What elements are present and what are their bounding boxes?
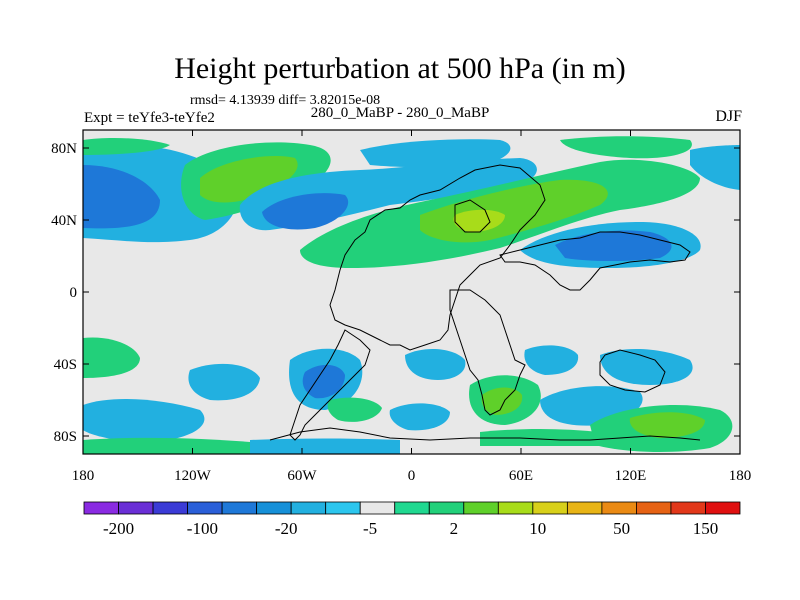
nh-east-asia-low-core	[555, 230, 672, 261]
colorbar-swatch	[83, 501, 119, 515]
coastline-americas	[329, 164, 546, 351]
x-tick-label: 120W	[174, 468, 212, 484]
y-tick-labels: 80N 40N 0 40S 80S	[51, 141, 77, 445]
x-tick-label: 180	[729, 468, 752, 484]
sh-pacific-blue	[188, 363, 260, 401]
colorbar-labels: -200 -100 -20 -5 2 10 50 150	[103, 519, 718, 538]
colorbar	[83, 501, 741, 515]
x-tick-label: 180	[72, 468, 95, 484]
nh-central-asia-peak	[453, 209, 505, 232]
experiment-label: Expt = teYfe3-teYfe2	[84, 110, 215, 126]
coastline-layer	[269, 164, 701, 441]
field-layer	[83, 130, 740, 454]
colorbar-label: -100	[187, 519, 218, 538]
coastline-australia	[599, 349, 666, 393]
colorbar-swatch	[566, 501, 603, 515]
colorbar-swatch	[256, 501, 292, 515]
rmsd-diff-text: rmsd= 4.13939 diff= 3.82015e-08	[190, 93, 381, 108]
colorbar-swatch	[394, 501, 430, 515]
sh-southeast-pacific-blue	[83, 398, 205, 442]
y-tick-label: 80S	[54, 429, 77, 445]
sh-antarctic-blue	[389, 403, 450, 431]
colorbar-label: 150	[693, 519, 719, 538]
sh-antarctic-strip-green	[83, 437, 250, 454]
coastline-antarctica	[269, 427, 701, 441]
sh-antarctic-strip-blue	[250, 438, 400, 454]
colorbar-label: 10	[529, 519, 546, 538]
colorbar-swatch	[670, 501, 706, 515]
nh-pacific-high-core	[200, 156, 298, 203]
colorbar-swatch	[463, 501, 499, 515]
x-tick-labels: 180 120W 60W 0 60E 120E 180	[72, 468, 752, 484]
sh-antarctic-strip-green-2	[480, 429, 600, 446]
sh-australia-blue	[600, 348, 693, 385]
y-tick-label: 0	[70, 285, 78, 301]
colorbar-swatch	[325, 501, 361, 515]
x-tick-label: 60E	[509, 468, 533, 484]
y-tick-label: 40N	[51, 213, 77, 229]
colorbar-swatch	[359, 501, 396, 515]
y-tick-label: 40S	[54, 357, 77, 373]
x-tick-label: 0	[408, 468, 416, 484]
nh-siberia-green	[560, 136, 692, 159]
x-tick-label: 60W	[287, 468, 317, 484]
colorbar-label: -200	[103, 519, 134, 538]
coastline-eurasia	[499, 231, 691, 291]
colorbar-swatch	[532, 501, 568, 515]
chart-subtitle: 280_0_MaBP - 280_0_MaBP	[310, 105, 490, 121]
y-tick-label: 80N	[51, 141, 77, 157]
season-label: DJF	[715, 108, 742, 125]
nh-pacific-low-blue	[83, 165, 160, 229]
nh-ne-pacific-blue	[690, 145, 740, 190]
colorbar-label: 2	[450, 519, 459, 538]
colorbar-swatch	[118, 501, 154, 515]
nh-polar-green	[83, 137, 170, 155]
colorbar-swatch	[187, 501, 223, 515]
coastline-greenland	[454, 199, 491, 233]
sh-indian-ocean-blue	[524, 345, 579, 375]
colorbar-swatch	[428, 501, 465, 515]
colorbar-swatch	[221, 501, 258, 515]
colorbar-swatch	[152, 501, 188, 515]
coastline-africa	[449, 289, 526, 416]
coastline-south-america	[289, 329, 371, 441]
x-tick-label: 120E	[615, 468, 647, 484]
nh-arctic-band-blue	[360, 139, 511, 168]
sh-antarctic-green	[327, 397, 382, 422]
sh-indian-blue	[405, 348, 466, 380]
colorbar-swatch	[636, 501, 672, 515]
sh-atlantic-blue-core	[302, 364, 345, 399]
sh-southern-ocean-green-core	[629, 412, 705, 438]
sh-pacific-green	[83, 337, 140, 378]
sh-south-atlantic-green-core	[481, 387, 523, 415]
colorbar-label: -5	[363, 519, 377, 538]
colorbar-swatch	[497, 501, 534, 515]
colorbar-swatch	[601, 501, 637, 515]
tick-marks	[82, 130, 741, 454]
colorbar-swatch	[290, 501, 327, 515]
nh-atlantic-low-blue	[262, 193, 349, 230]
colorbar-label: 50	[613, 519, 630, 538]
colorbar-label: -20	[275, 519, 298, 538]
colorbar-swatch	[705, 501, 741, 515]
chart-title: Height perturbation at 500 hPa (in m)	[174, 52, 626, 85]
